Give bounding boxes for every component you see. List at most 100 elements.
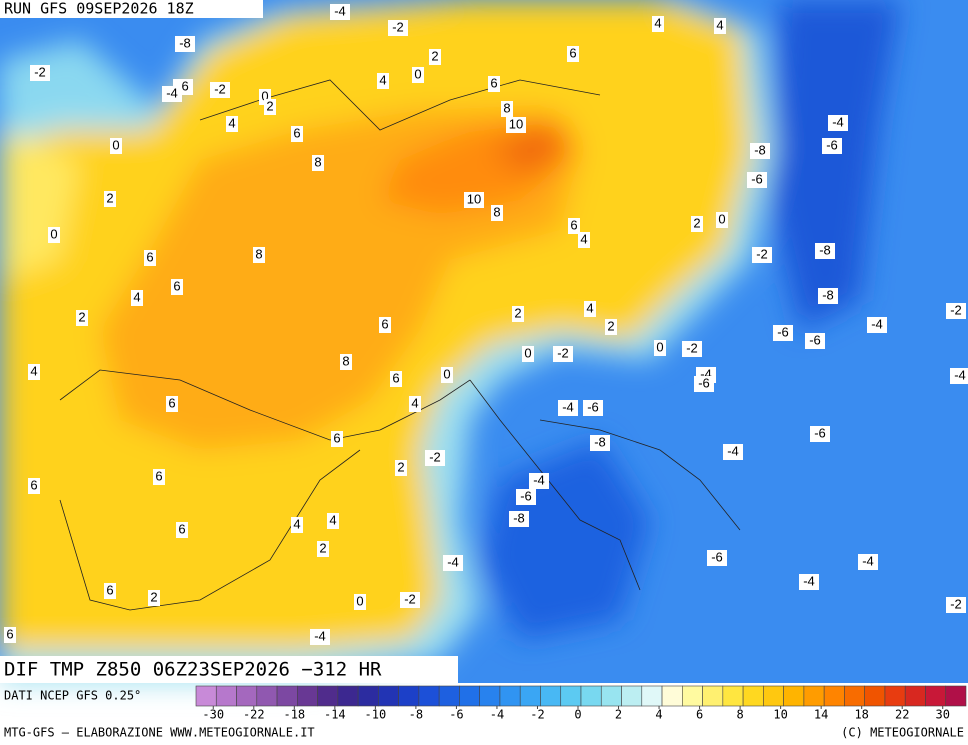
label-box	[652, 16, 664, 32]
colorbar-tick-label: -8	[409, 708, 423, 722]
contour-label: 10	[467, 191, 481, 206]
contour-label: 6	[178, 521, 185, 536]
label-box	[583, 400, 603, 416]
label-box	[412, 67, 424, 83]
label-box	[858, 554, 878, 570]
source-label: DATI NCEP GFS 0.25°	[4, 689, 141, 703]
label-box	[584, 301, 596, 317]
colorbar-swatch	[742, 685, 764, 707]
colorbar-tick-label: -4	[490, 708, 504, 722]
colorbar-swatch	[823, 685, 845, 707]
contour-label: -4	[832, 114, 844, 129]
colorbar-tick-label: 0	[574, 708, 581, 722]
contour-label: -2	[557, 345, 569, 360]
label-box	[946, 303, 966, 319]
colorbar-swatch	[398, 685, 420, 707]
colorbar-swatch	[195, 685, 217, 707]
contour-label: -4	[727, 443, 739, 458]
label-box	[605, 319, 617, 335]
colorbar-swatch	[499, 685, 521, 707]
colorbar-tick-label: 10	[773, 708, 787, 722]
label-box	[750, 143, 770, 159]
contour-label: -2	[950, 596, 962, 611]
label-box	[327, 513, 339, 529]
contour-label: -2	[429, 449, 441, 464]
colorbar-swatch	[580, 685, 602, 707]
label-box	[522, 346, 534, 362]
label-box	[144, 250, 156, 266]
contour-label: 6	[381, 316, 388, 331]
colorbar-swatch	[702, 685, 724, 707]
contour-label: 8	[255, 246, 262, 261]
label-box	[799, 574, 819, 590]
footer-left: MTG-GFS — ELABORAZIONE WWW.METEOGIORNALE…	[4, 726, 315, 740]
contour-label: 2	[266, 98, 273, 113]
contour-label: -6	[814, 425, 826, 440]
label-box	[773, 325, 793, 341]
contour-label: 6	[146, 249, 153, 264]
map	[0, 0, 968, 683]
contour-label: 0	[414, 66, 421, 81]
label-box	[716, 212, 728, 228]
colorbar-tick-label: 18	[854, 708, 868, 722]
contour-label: 0	[524, 345, 531, 360]
contour-label: -4	[954, 367, 966, 382]
label-box	[310, 629, 330, 645]
contour-label: 0	[356, 593, 363, 608]
contour-label: 0	[50, 226, 57, 241]
colorbar-tick-label: 22	[895, 708, 909, 722]
contour-label: 6	[293, 125, 300, 140]
colorbar-swatch	[459, 685, 480, 707]
label-box	[553, 346, 573, 362]
label-box	[176, 522, 188, 538]
label-box	[253, 247, 265, 263]
colorbar-swatch	[357, 685, 379, 707]
colorbar-tick-label: -18	[283, 708, 305, 722]
contour-label: 2	[78, 309, 85, 324]
contour-label: 4	[716, 17, 723, 32]
label-box	[747, 172, 767, 188]
label-box	[443, 555, 463, 571]
contour-label: -8	[754, 142, 766, 157]
colorbar-swatch	[763, 685, 784, 707]
colorbar-tick-label: 6	[696, 708, 703, 722]
colorbar-swatch	[378, 685, 399, 707]
label-box	[377, 73, 389, 89]
label-box	[752, 247, 772, 263]
contour-label: 0	[112, 137, 119, 152]
contour-label: 0	[718, 211, 725, 226]
contour-label: -8	[179, 35, 191, 50]
colorbar-swatch	[418, 685, 440, 707]
contour-label: 6	[570, 217, 577, 232]
colorbar-swatch	[904, 685, 926, 707]
contour-label: 10	[509, 116, 523, 131]
colorbar-tick-label: 2	[615, 708, 622, 722]
label-box	[950, 368, 968, 384]
colorbar-swatch	[925, 685, 947, 707]
colorbar-swatch	[844, 685, 865, 707]
label-box	[590, 435, 610, 451]
contour-label: -6	[711, 549, 723, 564]
contour-label: 0	[443, 366, 450, 381]
label-box	[110, 138, 122, 154]
label-box	[28, 364, 40, 380]
colorbar: -30 -22 -18 -14 -10 -8 -6 -4 -2 0 2 4 6 8 10 14 18 22 30	[195, 685, 967, 722]
colorbar-tick-label: 8	[736, 708, 743, 722]
contour-label: -6	[587, 399, 599, 414]
contour-labels: -4-2 4 4-82 6-2-6 4 06-4 -2 02 84 10 -460 -8 -68-62 1…	[4, 3, 968, 645]
contour-label: -2	[756, 246, 768, 261]
label-box	[395, 460, 407, 476]
label-box	[104, 583, 116, 599]
contour-label: 6	[490, 75, 497, 90]
label-box	[488, 76, 500, 92]
contour-label: 2	[514, 305, 521, 320]
colorbar-swatch	[519, 685, 541, 707]
label-box	[171, 279, 183, 295]
contour-label: 8	[342, 353, 349, 368]
colorbar-swatch	[600, 685, 622, 707]
label-box	[390, 371, 402, 387]
colorbar-swatch	[621, 685, 643, 707]
label-box	[388, 20, 408, 36]
label-box	[264, 99, 276, 115]
